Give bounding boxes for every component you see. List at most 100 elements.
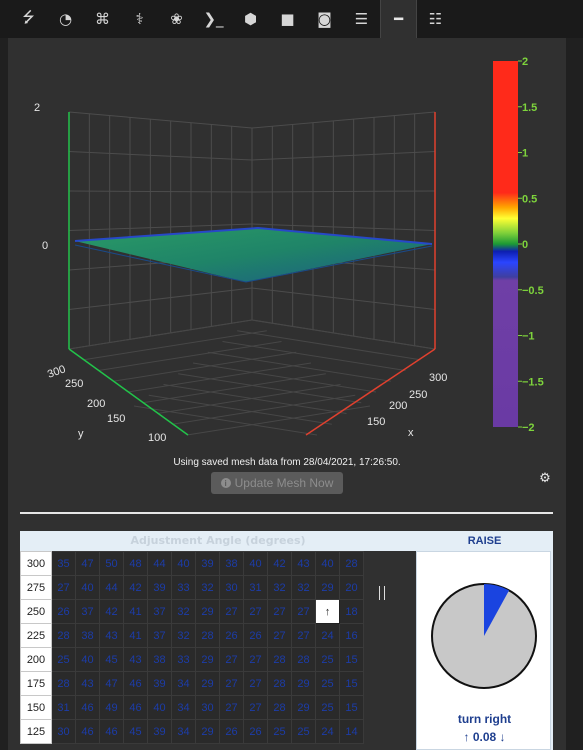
mesh-cell[interactable]: 26 (219, 719, 244, 744)
mesh-cell[interactable]: 39 (195, 551, 220, 576)
mesh-cell[interactable]: 40 (75, 575, 100, 600)
mesh-cell[interactable]: 25 (315, 695, 340, 720)
mesh-cell[interactable]: 39 (147, 575, 172, 600)
mesh-cell[interactable]: 32 (291, 575, 316, 600)
mesh-cell[interactable]: 27 (219, 695, 244, 720)
tab-video-camera[interactable]: ■ (269, 0, 306, 38)
mesh-cell[interactable]: 28 (51, 671, 76, 696)
tab-cube[interactable]: ⬢ (232, 0, 269, 38)
mesh-cell[interactable]: 42 (123, 575, 148, 600)
mesh-cell[interactable]: 37 (147, 599, 172, 624)
mesh-cell[interactable]: 33 (171, 575, 196, 600)
mesh-cell[interactable]: 34 (171, 719, 196, 744)
mesh-cell[interactable]: 37 (147, 623, 172, 648)
tab-thermometer[interactable]: ⚕ (121, 0, 158, 38)
mesh-cell[interactable]: 27 (243, 695, 268, 720)
mesh-cell[interactable]: 39 (147, 719, 172, 744)
mesh-cell[interactable]: 34 (171, 671, 196, 696)
mesh-cell[interactable]: 34 (171, 695, 196, 720)
mesh-cell[interactable]: 27 (243, 599, 268, 624)
mesh-cell[interactable]: 31 (51, 695, 76, 720)
mesh-cell[interactable]: 25 (51, 647, 76, 672)
mesh-cell[interactable]: 27 (219, 671, 244, 696)
mesh-cell[interactable]: 41 (123, 623, 148, 648)
mesh-cell[interactable]: 42 (267, 551, 292, 576)
mesh-cell[interactable]: 15 (339, 647, 364, 672)
mesh-cell[interactable]: 18 (339, 599, 364, 624)
mesh-cell[interactable]: 35 (51, 551, 76, 576)
mesh-3d-plot[interactable]: 20300250200150100y300250200150x21.510.50… (8, 38, 566, 450)
mesh-cell[interactable]: 26 (219, 623, 244, 648)
mesh-cell[interactable]: 45 (123, 719, 148, 744)
mesh-cell[interactable]: 29 (195, 671, 220, 696)
mesh-cell[interactable]: 46 (75, 719, 100, 744)
mesh-cell[interactable]: 46 (123, 695, 148, 720)
mesh-cell[interactable]: 38 (219, 551, 244, 576)
mesh-cell[interactable]: 15 (339, 671, 364, 696)
mesh-cell[interactable]: 28 (267, 671, 292, 696)
mesh-cell[interactable]: 48 (123, 551, 148, 576)
mesh-cell[interactable]: 28 (339, 551, 364, 576)
tab-raspberry-pi[interactable]: ❀ (158, 0, 195, 38)
tab-filament-roll[interactable]: ◙ (306, 0, 343, 38)
mesh-cell[interactable]: 40 (171, 551, 196, 576)
mesh-cell[interactable]: 44 (99, 575, 124, 600)
mesh-cell[interactable]: 47 (75, 551, 100, 576)
mesh-cell[interactable]: 45 (99, 647, 124, 672)
mesh-cell[interactable]: 30 (219, 575, 244, 600)
mesh-cell[interactable]: 27 (267, 599, 292, 624)
mesh-cell[interactable]: 27 (291, 623, 316, 648)
mesh-cell[interactable]: 28 (267, 647, 292, 672)
mesh-cell[interactable]: 47 (99, 671, 124, 696)
mesh-cell[interactable]: 14 (339, 719, 364, 744)
mesh-cell[interactable]: 39 (147, 671, 172, 696)
mesh-cell[interactable]: 28 (291, 647, 316, 672)
mesh-cell[interactable]: 43 (123, 647, 148, 672)
mesh-cell[interactable]: 26 (51, 599, 76, 624)
mesh-cell[interactable]: 27 (243, 671, 268, 696)
mesh-cell[interactable]: 28 (51, 623, 76, 648)
mesh-cell[interactable]: 27 (267, 623, 292, 648)
mesh-cell[interactable]: 26 (243, 719, 268, 744)
mesh-cell[interactable]: 25 (315, 671, 340, 696)
mesh-cell[interactable]: 29 (291, 671, 316, 696)
mesh-cell[interactable]: 29 (195, 719, 220, 744)
mesh-cell[interactable]: 40 (315, 551, 340, 576)
mesh-cell[interactable]: 15 (339, 695, 364, 720)
mesh-cell[interactable]: 30 (195, 695, 220, 720)
mesh-cell[interactable]: 32 (195, 575, 220, 600)
mesh-cell[interactable]: 42 (99, 599, 124, 624)
mesh-cell[interactable]: 32 (171, 623, 196, 648)
mesh-cell[interactable]: 25 (291, 719, 316, 744)
mesh-cell[interactable]: 46 (99, 719, 124, 744)
mesh-cell[interactable]: 44 (147, 551, 172, 576)
mesh-cell[interactable]: 33 (171, 647, 196, 672)
mesh-cell[interactable]: 25 (267, 719, 292, 744)
mesh-cell[interactable]: 38 (75, 623, 100, 648)
mesh-cell[interactable]: 28 (195, 623, 220, 648)
mesh-cell[interactable]: 27 (243, 647, 268, 672)
mesh-cell[interactable]: 38 (147, 647, 172, 672)
mesh-cell[interactable]: 27 (51, 575, 76, 600)
tab-bed[interactable]: ━ (380, 0, 417, 38)
mesh-cell[interactable]: 40 (75, 647, 100, 672)
mesh-cell[interactable]: 41 (123, 599, 148, 624)
mesh-cell[interactable]: 27 (219, 599, 244, 624)
tab-clipboard[interactable]: ☰ (343, 0, 380, 38)
mesh-cell[interactable]: 43 (291, 551, 316, 576)
mesh-cell[interactable]: 27 (219, 647, 244, 672)
mesh-cell[interactable]: 49 (99, 695, 124, 720)
mesh-cell[interactable]: 26 (243, 623, 268, 648)
mesh-cell[interactable]: 37 (75, 599, 100, 624)
mesh-cell[interactable]: 29 (291, 695, 316, 720)
mesh-cell[interactable]: 31 (243, 575, 268, 600)
mesh-cell[interactable]: 29 (195, 647, 220, 672)
tab-usb[interactable]: ⭍ (10, 0, 47, 38)
mesh-cell[interactable]: 30 (51, 719, 76, 744)
gear-icon[interactable]: ⚙ (539, 471, 551, 486)
mesh-cell[interactable]: 40 (147, 695, 172, 720)
mesh-cell[interactable]: 20 (339, 575, 364, 600)
tab-terminal[interactable]: ❯_ (195, 0, 232, 38)
selected-cell[interactable]: ↑ (315, 599, 340, 624)
tab-dashboard[interactable]: ◔ (47, 0, 84, 38)
